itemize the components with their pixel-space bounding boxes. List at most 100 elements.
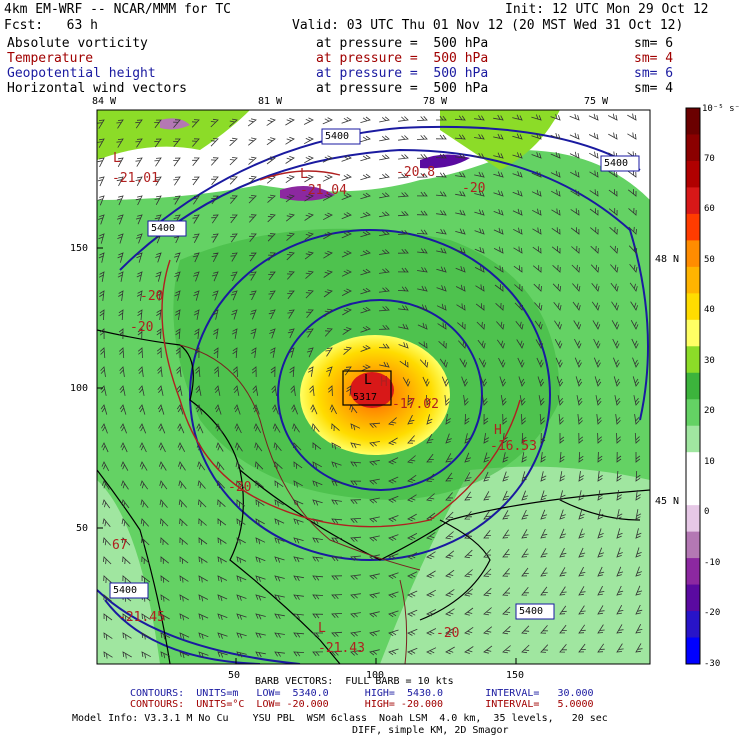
wind-barb: [157, 366, 163, 377]
wind-barb: [616, 509, 623, 520]
wind-barb: [135, 214, 143, 225]
wind-barb: [97, 195, 105, 206]
wind-barb: [540, 625, 549, 634]
wind-barb: [192, 214, 200, 224]
wind-barb: [191, 138, 200, 147]
wind-barb: [274, 632, 285, 638]
wind-barb: [455, 228, 466, 235]
wind-barb: [426, 628, 437, 636]
wind-barb: [578, 624, 586, 634]
vorticity-fill-purple: [280, 186, 335, 201]
wind-barb: [236, 651, 247, 658]
wind-barb: [435, 153, 447, 159]
wind-barb: [454, 115, 466, 121]
wind-barb: [178, 499, 188, 508]
wind-barb: [195, 385, 202, 396]
wind-barb: [116, 214, 124, 225]
wind-barb: [458, 340, 467, 349]
wind-barb: [233, 385, 240, 396]
wind-barb: [597, 432, 603, 444]
wind-barb: [512, 171, 523, 178]
wind-barb: [100, 404, 108, 415]
wind-barb: [515, 320, 524, 330]
wind-barb: [274, 651, 285, 657]
wind-barb: [198, 537, 208, 545]
wind-barb: [290, 385, 296, 396]
wind-barb: [137, 328, 143, 340]
wind-barb: [254, 461, 264, 470]
temperature-label: -20: [462, 181, 486, 196]
colorbar-tick-label: 40: [704, 305, 715, 316]
wind-barb: [154, 138, 162, 148]
wind-barb: [616, 470, 622, 482]
wind-barb: [329, 404, 337, 415]
wind-barb: [609, 226, 618, 235]
temperature-contour: [161, 259, 521, 528]
wind-barb: [445, 550, 455, 559]
valid-time: Valid: 03 UTC Thu 01 Nov 12 (20 MST Wed …: [292, 18, 684, 33]
wind-barb: [287, 328, 295, 339]
wind-barb: [570, 208, 580, 216]
model-info-physics: DIFF, simple KM, 2D Smagor: [352, 725, 509, 736]
colorbar-tick-label: -20: [704, 608, 721, 619]
wind-barb: [249, 252, 257, 262]
wind-barb: [154, 176, 162, 186]
wind-barb: [139, 461, 148, 471]
wind-barb: [272, 423, 281, 433]
wind-barb: [513, 265, 523, 273]
wind-barb: [419, 359, 429, 368]
wind-barb: [327, 385, 333, 397]
wind-barb: [474, 209, 485, 216]
wind-barb: [435, 191, 447, 197]
wind-barb: [350, 499, 362, 505]
height-contour: [97, 589, 301, 664]
wind-barb: [101, 480, 110, 490]
wind-barb: [360, 192, 371, 200]
wind-barb: [379, 361, 390, 368]
wind-barb: [198, 632, 209, 640]
wind-barb: [141, 613, 151, 621]
wind-barb: [331, 575, 343, 581]
wind-barb: [631, 338, 639, 349]
low-center-label: L: [113, 151, 121, 166]
temperature-label: -20: [130, 320, 154, 335]
wind-barb: [99, 328, 105, 340]
wind-barb: [210, 138, 219, 147]
wind-barb: [445, 608, 455, 617]
wind-barb: [122, 651, 132, 659]
wind-barb: [309, 385, 315, 396]
wind-barb: [293, 442, 302, 451]
wind-barb: [476, 321, 485, 330]
wind-barb: [121, 518, 130, 527]
wind-barb: [267, 213, 276, 223]
wind-barb: [397, 229, 409, 235]
wind-barb: [253, 423, 262, 433]
wind-barb: [559, 624, 567, 634]
wind-barb: [369, 630, 380, 637]
wind-barb: [360, 154, 371, 162]
wind-barb: [236, 499, 246, 507]
wind-barb: [274, 594, 285, 601]
wind-barb: [495, 302, 504, 311]
coastline: [229, 469, 341, 664]
colorbar-frame: [685, 107, 701, 665]
wind-barb: [140, 499, 149, 509]
wind-barb: [518, 376, 526, 387]
wind-barb: [559, 471, 566, 482]
wind-barb: [192, 195, 200, 205]
wind-barb: [398, 135, 409, 141]
wind-barb: [154, 195, 162, 205]
wind-barb: [159, 480, 168, 490]
colorbar: [685, 107, 701, 665]
wind-barb: [192, 252, 200, 263]
temperature-label: -21.45: [118, 610, 165, 625]
wind-barb: [570, 227, 580, 235]
wind-barb: [195, 404, 203, 415]
wind-barb: [154, 119, 162, 129]
wind-barb: [540, 548, 548, 558]
wind-barb: [502, 548, 510, 558]
field-smoothing: sm= 4: [634, 51, 674, 66]
wind-barb: [569, 151, 580, 159]
wind-barb: [232, 347, 238, 359]
colorbar-tick-label: 10: [704, 456, 715, 467]
